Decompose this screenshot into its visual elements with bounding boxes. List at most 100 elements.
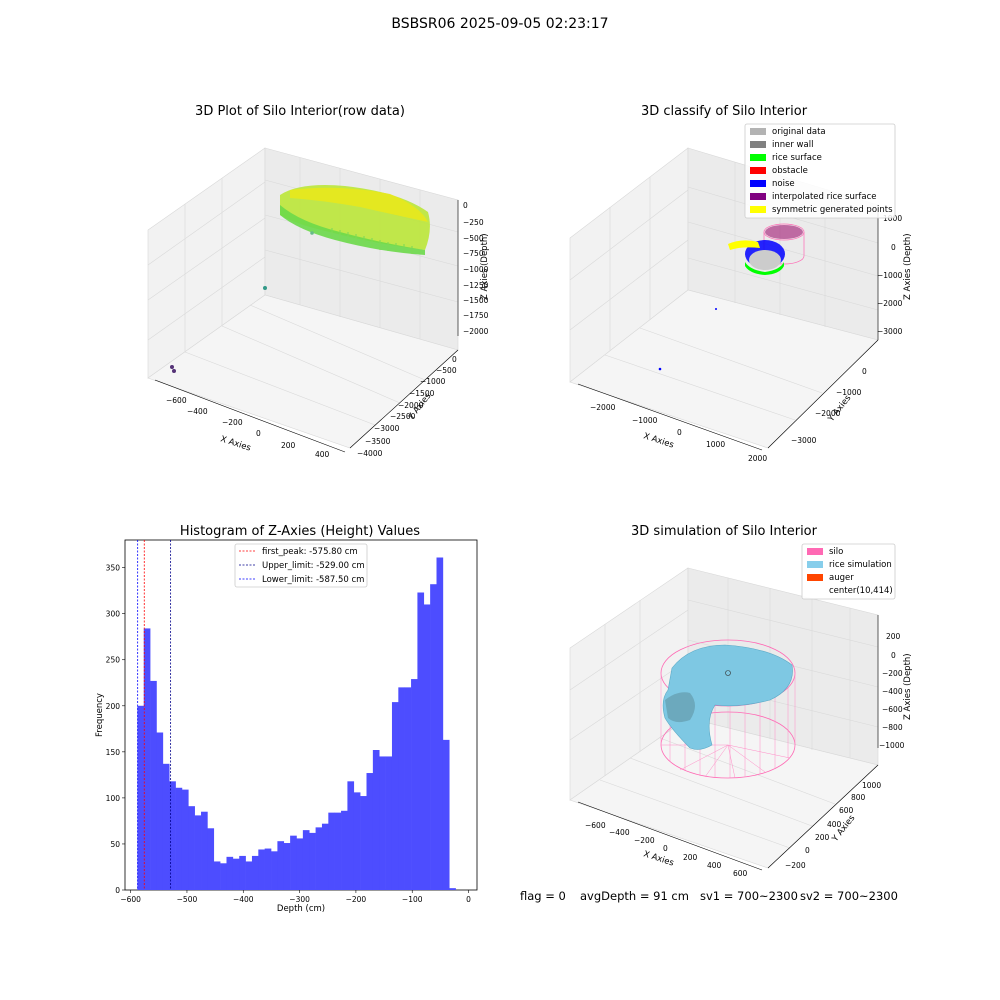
plot4-xtick: 0 [663,844,668,853]
plot2-ztick: −3000 [877,327,903,336]
legend-label-first-peak: first_peak: -575.80 cm [262,547,358,557]
histogram-bar [372,750,380,890]
figure-title: BSBSR06 2025-09-05 02:23:17 [391,16,609,32]
plot2-xlabel: X Axies [642,431,675,450]
histogram-bar [296,838,304,890]
plot2-title: 3D classify of Silo Interior [640,104,808,119]
histogram-bar [137,705,145,890]
histogram-legend: first_peak: -575.80 cm Upper_limit: -529… [234,543,368,588]
histogram-bar [347,781,355,890]
plot1-zlabel: Z Axies (Depth) [480,233,490,300]
plot4-xtick: 400 [707,861,722,870]
plot2-ztick-labels: 1000 0 −1000 −2000 −3000 [877,214,903,336]
histogram-bar [283,843,291,890]
histogram-bar [334,812,342,890]
plot4-xtick: −600 [585,821,606,830]
legend-label-noise: noise [772,179,795,189]
histogram-ytick-label: 100 [106,794,121,803]
plot2-ytick: −3000 [791,436,817,445]
footer-sv2: sv2 = 700~2300 [800,889,898,903]
histogram-bar [411,679,418,890]
plot4-ytick: 800 [851,793,866,802]
plot1-ztick: −1750 [463,311,489,320]
plot2-ztick: −2000 [877,299,903,308]
plot2-legend: original data inner wall rice surface ob… [744,123,896,219]
plot1-xtick: −600 [166,396,187,405]
legend-label-rice-surface: rice surface [772,153,822,163]
plot4-xtick: 600 [733,869,748,878]
plot1-point-cloud [170,185,430,373]
histogram-bars [137,557,456,890]
histogram-bar [169,781,176,890]
plot2-xtick: 0 [677,428,682,437]
histogram-xtick-label: −400 [233,895,254,904]
plot4-ztick: −400 [882,687,903,696]
plot4-ytick: 1000 [862,781,881,790]
plot2-3d-axes: −2000 −1000 0 1000 2000 X Axies −3000 −2… [569,123,913,463]
legend-swatch-rice-simulation [807,561,823,568]
legend-swatch-inner-wall [750,141,766,148]
plot4-3d-axes: −600 −400 −200 0 200 400 600 X Axies −20… [569,543,913,878]
plot1-xlabel: X Axies [219,434,252,453]
plot4-ztick: −1000 [879,741,905,750]
plot2-xtick: 1000 [706,440,725,449]
histogram-bar [360,796,367,890]
plot1-ytick: −2000 [398,401,424,410]
histogram-xlabel: Depth (cm) [277,904,325,914]
plot1-xtick: 200 [281,441,296,450]
histogram-bar [321,823,329,890]
plot1-ytick-labels: −4000 −3500 −3000 −2500 −2000 −1500 −100… [357,355,457,458]
legend-swatch-symmetric [750,206,766,213]
plot4-xtick: −200 [634,836,655,845]
legend-label-center: center(10,414) [829,586,893,596]
plot2-ytick: −2000 [815,409,841,418]
histogram-bar [162,763,170,890]
legend-label-auger: auger [829,573,854,583]
legend-swatch-noise [750,180,766,187]
footer-avg-depth: avgDepth = 91 cm [580,889,689,903]
plot4-xlabel: X Axies [642,849,675,868]
footer-sv1: sv1 = 700~2300 [700,889,798,903]
histogram-bar [201,811,208,890]
plot1-ztick: 0 [463,201,468,210]
plot4-ztick: −600 [882,705,903,714]
plot4-ztick: −800 [882,723,903,732]
plot1-ytick: −4000 [357,449,383,458]
histogram-bar [423,604,431,890]
plot2-ytick: 0 [862,367,867,376]
histogram-bar [430,584,437,890]
plot1-ytick: −3500 [365,437,391,446]
histogram-yticks: 0 50 100 150 200 250 300 350 [106,564,125,895]
histogram-ytick-label: 200 [106,702,121,711]
histogram-bar [385,756,393,890]
legend-label-silo: silo [829,547,843,557]
histogram-bar [150,680,157,890]
histogram-bar [328,812,335,890]
histogram-bar [302,830,310,890]
legend-label-lower-limit: Lower_limit: -587.50 cm [262,575,364,585]
plot4-ztick: −200 [882,669,903,678]
plot2-xtick: −1000 [632,416,658,425]
legend-label-symmetric: symmetric generated points [772,205,893,215]
plot2-ytick: −1000 [836,388,862,397]
histogram-bar [271,851,278,890]
histogram-bar [290,835,297,890]
histogram-bar [213,861,221,890]
plot4-ytick: 400 [827,820,842,829]
plot1-ztick: −1250 [463,281,489,290]
histogram-ytick-label: 0 [115,886,120,895]
plot2-ytick-labels: −3000 −2000 −1000 0 [791,367,867,445]
plot1-ytick: −2500 [390,412,416,421]
plot2-xtick: −2000 [590,403,616,412]
histogram-xtick-label: −100 [402,895,423,904]
plot4-zaxis: 200 0 −200 −400 −600 −800 −1000 Z Axies … [877,615,913,750]
plot4-xtick: 200 [683,853,698,862]
plot4-xtick: −400 [609,828,630,837]
histogram-ytick-label: 150 [106,748,121,757]
histogram-bar [404,687,412,890]
histogram-title: Histogram of Z-Axies (Height) Values [179,524,421,539]
plot1-ztick: −250 [463,218,484,227]
histogram-ref-lines [137,540,172,890]
plot1-ytick: 0 [452,355,457,364]
